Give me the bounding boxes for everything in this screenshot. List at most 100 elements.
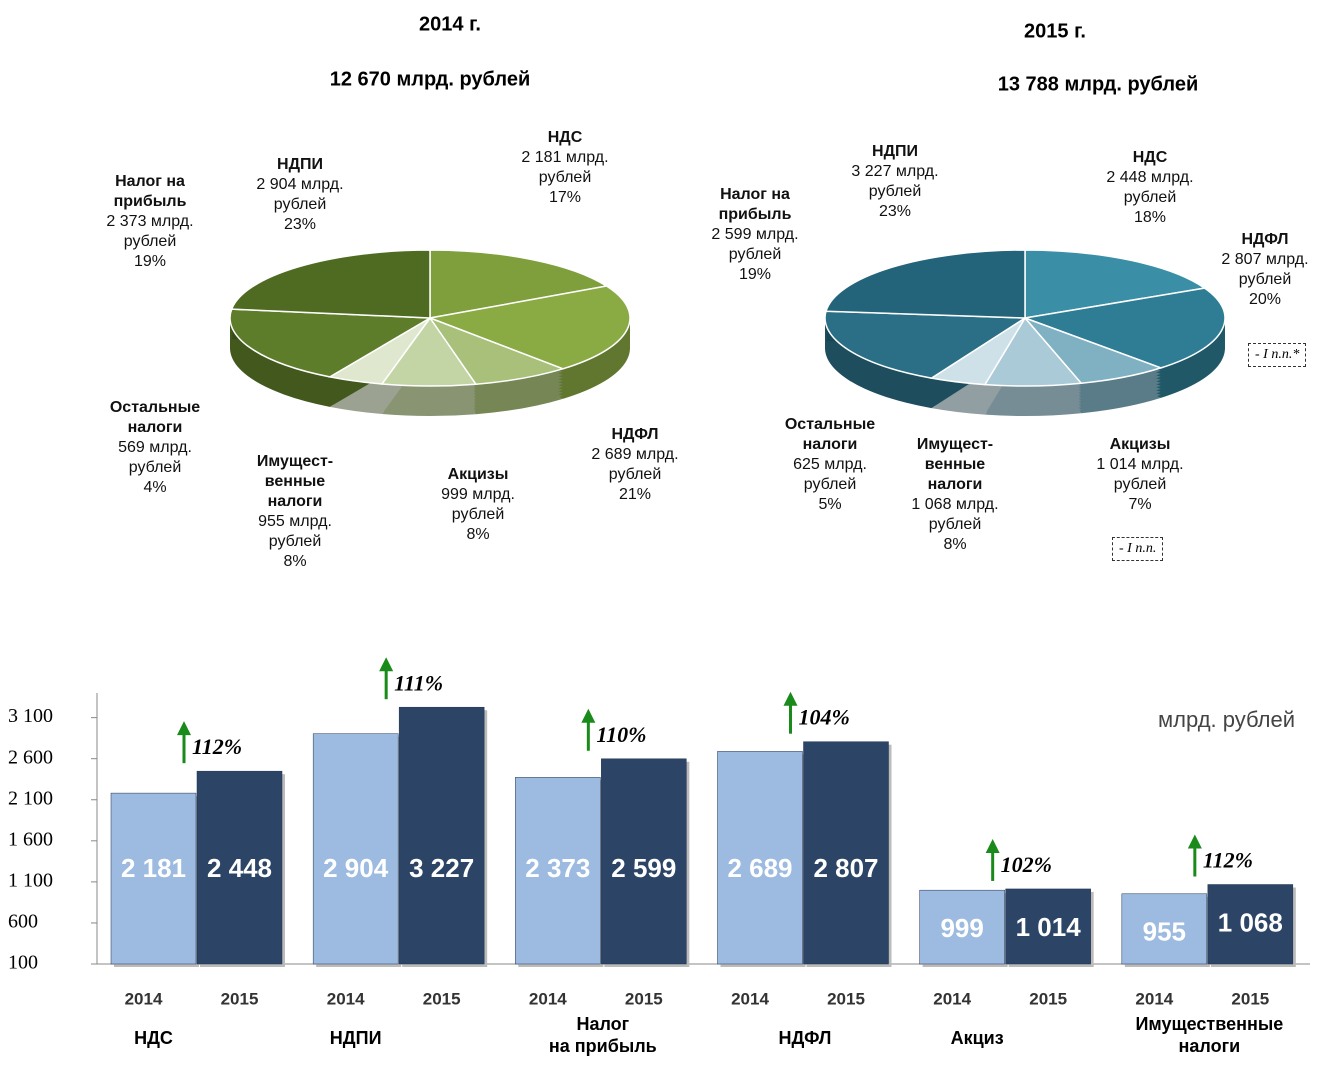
growth-arrow-head: [581, 708, 596, 723]
bar: [312, 733, 399, 965]
chart-subtitle: 13 788 млрд. рублей: [998, 73, 1199, 95]
slice-category: НДФЛ: [611, 426, 659, 443]
chart-title: 2015 г.: [1024, 20, 1086, 42]
x-tick-label: 2015: [1231, 989, 1269, 1008]
bar-value-label: 1 068: [1218, 907, 1283, 937]
bar: [1005, 888, 1091, 965]
bar-value-label: 1 014: [1016, 912, 1082, 942]
slice-value: 569 млрд. рублей: [118, 439, 192, 476]
slice-label: Имущест- венные налоги 1 068 млрд. рублей…: [890, 435, 1020, 555]
slice-share: 17%: [548, 189, 582, 206]
slice-label: НДПИ 3 227 млрд. рублей 23%: [830, 142, 960, 222]
slice-value: 2 373 млрд. рублей: [106, 213, 194, 250]
slice-share: 8%: [283, 553, 307, 570]
slice-category: НДФЛ: [1241, 231, 1289, 248]
slice-category: НДС: [547, 129, 583, 146]
slice-label: НДФЛ 2 807 млрд. рублей 20%: [1200, 230, 1329, 310]
slice-category: Акцизы: [1109, 436, 1171, 453]
slice-label: Остальные налоги 569 млрд. рублей 4%: [90, 398, 220, 498]
slice-value: 2 181 млрд. рублей: [521, 149, 609, 186]
slice-category: Имущест- венные налоги: [916, 436, 994, 493]
category-label: Акциз: [950, 1028, 1004, 1048]
slice-share: 8%: [466, 526, 490, 543]
slice-value: 1 068 млрд. рублей: [911, 496, 999, 533]
bar: [110, 792, 197, 965]
slice-category: Налог на прибыль: [113, 173, 187, 210]
slice-category: Акцизы: [447, 466, 509, 483]
y-tick-label: 1 600: [8, 828, 53, 850]
slice-category: Имущест- венные налоги: [256, 453, 334, 510]
x-tick-label: 2015: [827, 989, 865, 1008]
growth-arrow-head: [1187, 834, 1202, 849]
slice-value: 2 904 млрд. рублей: [256, 176, 344, 213]
slice-share: 8%: [943, 536, 967, 553]
growth-arrow-head: [985, 838, 1000, 853]
bar-value-label: 2 181: [121, 853, 186, 883]
slice-label: Имущест- венные налоги 955 млрд. рублей 8%: [230, 452, 360, 572]
slice-label: Налог на прибыль 2 599 млрд. рублей 19%: [690, 185, 820, 285]
slice: [230, 249, 431, 319]
category-label: НДПИ: [329, 1028, 382, 1048]
x-tick-label: 2014: [933, 989, 971, 1008]
slice-share: 19%: [738, 266, 772, 283]
bar-value-label: 999: [940, 913, 983, 943]
slice-value: 3 227 млрд. рублей: [851, 163, 939, 200]
category-label: НДФЛ: [778, 1028, 832, 1048]
bar: [196, 770, 283, 965]
bar-value-label: 2 448: [207, 853, 272, 883]
growth-arrow-head: [783, 691, 798, 706]
slice-label: НДФЛ 2 689 млрд. рублей 21%: [570, 425, 700, 505]
slice: [229, 308, 433, 378]
slice-share: 4%: [143, 479, 167, 496]
slice-share: 19%: [133, 253, 167, 270]
slice-value: 2 689 млрд. рублей: [591, 446, 679, 483]
slice-category: НДПИ: [872, 143, 918, 160]
bar-value-label: 3 227: [409, 853, 474, 883]
bar: [919, 889, 1005, 965]
slice: [427, 285, 631, 370]
bar-value-label: 2 689: [727, 853, 792, 883]
bar-value-label: 2 904: [323, 853, 389, 883]
x-tick-label: 2014: [327, 989, 365, 1008]
y-tick-label: 2 100: [8, 787, 53, 809]
category-label: НДС: [134, 1028, 173, 1048]
bar: [601, 758, 687, 965]
slice-label: НДПИ 2 904 млрд. рублей 23%: [235, 155, 365, 235]
slice-value: 2 448 млрд. рублей: [1106, 169, 1194, 206]
slice-label: Остальные налоги 625 млрд. рублей 5%: [765, 415, 895, 515]
bar-value-label: 2 599: [611, 853, 676, 883]
bar: [1121, 893, 1208, 965]
slice-value: 2 807 млрд. рублей: [1221, 251, 1309, 288]
growth-label: 104%: [799, 705, 850, 730]
slice-value: 2 599 млрд. рублей: [711, 226, 799, 263]
growth-label: 112%: [1203, 848, 1253, 873]
slice-share: 5%: [818, 496, 842, 513]
bar: [515, 777, 601, 965]
x-tick-label: 2014: [529, 989, 567, 1008]
x-tick-label: 2014: [1135, 989, 1173, 1008]
chart-subtitle: 12 670 млрд. рублей: [330, 68, 531, 90]
slice: [380, 316, 478, 387]
slice-share: 23%: [878, 203, 912, 220]
slice-label: НДС 2 181 млрд. рублей 17%: [500, 128, 630, 208]
slice-category: Остальные налоги: [109, 399, 201, 436]
slice-value: 1 014 млрд. рублей: [1096, 456, 1184, 493]
slice: [1024, 249, 1207, 319]
growth-label: 110%: [596, 722, 646, 747]
slice-share: 18%: [1133, 209, 1167, 226]
slice-share: 20%: [1248, 291, 1282, 308]
slice-category: НДПИ: [277, 156, 323, 173]
bar-value-label: 2 807: [813, 853, 878, 883]
category-label: Имущественные налоги: [1135, 1014, 1284, 1056]
growth-arrow-head: [379, 657, 394, 672]
bar: [717, 751, 803, 965]
x-tick-label: 2014: [125, 989, 163, 1008]
slice-category: НДС: [1132, 149, 1168, 166]
slice: [825, 249, 1026, 319]
slice-label: Налог на прибыль 2 373 млрд. рублей 19%: [85, 172, 215, 272]
bar-value-label: 955: [1143, 917, 1186, 947]
slice: [983, 316, 1083, 387]
annotation: - I n.n.: [1112, 537, 1164, 561]
